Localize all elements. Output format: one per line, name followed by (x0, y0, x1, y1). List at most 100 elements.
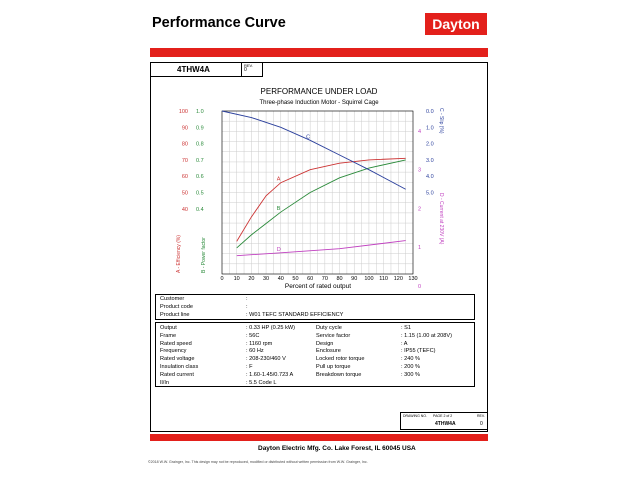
efficiency-tick-label: 40 (182, 207, 188, 213)
plot-area-frame (221, 110, 414, 275)
chart-subtitle: Three-phase Induction Motor - Squirrel C… (259, 100, 379, 106)
chart-title: PERFORMANCE UNDER LOAD (261, 87, 378, 96)
spec-value: : 5.5 Code L (246, 379, 277, 386)
rev-label: REV. (244, 63, 253, 68)
efficiency-tick-label: 70 (182, 158, 188, 164)
footer-bar (150, 434, 488, 441)
spec-value: : F (246, 364, 253, 370)
series-label-A: A (277, 177, 281, 183)
x-tick-label: 20 (248, 276, 254, 282)
x-tick-label: 90 (351, 276, 357, 282)
power-factor-tick-label: 0.6 (196, 174, 204, 180)
efficiency-tick-label: 100 (179, 109, 188, 115)
x-tick-label: 40 (278, 276, 284, 282)
model-number: 4THW4A (150, 62, 242, 77)
x-tick-label: 0 (220, 276, 223, 282)
x-axis-label: Percent of rated output (285, 283, 351, 290)
efficiency-tick-label: 80 (182, 142, 188, 148)
spec-label: Frequency (160, 348, 187, 355)
spec-value: : W01 TEFC STANDARD EFFICIENCY (246, 311, 344, 318)
efficiency-tick-label: 60 (182, 174, 188, 180)
document-frame (150, 62, 488, 432)
spec-value: : 56C (246, 332, 260, 339)
power-factor-tick-label: 0.5 (196, 191, 204, 197)
x-tick-label: 70 (322, 276, 328, 282)
copyright-notice: ©2018 W.W. Grainger, Inc. This design ma… (148, 460, 368, 464)
rev-value: 0 (244, 67, 247, 73)
spec-value: : S1 (401, 325, 411, 331)
spec-label: Product line (160, 311, 190, 318)
current-tick-label: 0 (418, 284, 421, 290)
power-factor-tick-label: 0.8 (196, 142, 204, 148)
spec-value: : A (401, 340, 408, 347)
spec-value: : (246, 296, 248, 302)
spec-label: Rated speed (160, 340, 192, 347)
series-label-B: B (277, 206, 281, 212)
slip-axis-label: C - Slip (%) (438, 108, 444, 134)
rev-box: REV. 0 (241, 62, 263, 77)
spec-value: : 0.33 HP (0.25 kW) (246, 325, 296, 331)
spec-label: Service factor (316, 332, 351, 339)
drawing-no-label: DRAWING NO. (403, 414, 427, 418)
power-factor-axis-label: B - Power factor (201, 237, 207, 273)
slip-tick-label: 0.0 (426, 109, 434, 115)
x-tick-label: 10 (234, 276, 240, 282)
current-tick-label: 3 (418, 168, 421, 174)
brand-logo: Dayton (425, 13, 487, 35)
power-factor-tick-label: 0.9 (196, 125, 204, 131)
spec-value: : IP55 (TEFC) (401, 348, 436, 355)
current-axis-label: D - Current at 230V (A) (438, 193, 444, 245)
series-line-B (236, 159, 406, 249)
power-factor-tick-label: 0.7 (196, 158, 204, 164)
series-line-A (236, 157, 406, 242)
customer-info-box: Customer: Product code: Product line: W0… (155, 294, 475, 320)
spec-label: Rated voltage (160, 356, 195, 363)
spec-label: Duty cycle (316, 325, 342, 331)
spec-label: Rated current (160, 371, 194, 378)
current-tick-label: 4 (418, 129, 421, 135)
series-line-D (236, 240, 406, 257)
slip-tick-label: 1.0 (426, 125, 434, 131)
drawing-rev-label: REV. (477, 414, 485, 418)
spec-value: : 1.15 (1.00 at 208V) (401, 332, 452, 339)
header-bar (150, 48, 488, 57)
spec-value: : (246, 303, 248, 310)
efficiency-tick-label: 50 (182, 191, 188, 197)
series-line-C (221, 110, 406, 190)
company-address: Dayton Electric Mfg. Co. Lake Forest, IL… (258, 445, 416, 452)
drawing-page: PAGE 2 of 2 (433, 414, 453, 418)
current-tick-label: 1 (418, 245, 421, 251)
drawing-block: DRAWING NO. PAGE 2 of 2 4THW4A REV. 0 (400, 412, 488, 430)
slip-tick-label: 3.0 (426, 158, 434, 164)
performance-chart: PERFORMANCE UNDER LOAD Three-phase Induc… (176, 87, 444, 290)
slip-tick-label: 4.0 (426, 174, 434, 180)
spec-value: : 300 % (401, 371, 420, 378)
x-tick-label: 130 (408, 276, 417, 282)
x-tick-label: 100 (364, 276, 373, 282)
slip-tick-label: 5.0 (426, 191, 434, 197)
drawing-number: 4THW4A (435, 421, 456, 427)
x-tick-label: 50 (292, 276, 298, 282)
current-tick-label: 2 (418, 206, 421, 212)
spec-label: Pull up torque (316, 364, 351, 370)
spec-label: Locked rotor torque (316, 356, 365, 363)
series-label-C: C (306, 134, 310, 140)
spec-value: : 1.60-1.45/0.723 A (246, 371, 294, 378)
efficiency-tick-label: 90 (182, 125, 188, 131)
slip-tick-label: 2.0 (426, 142, 434, 148)
power-factor-tick-label: 0.4 (196, 207, 204, 213)
x-tick-label: 60 (307, 276, 313, 282)
x-tick-label: 30 (263, 276, 269, 282)
spec-label: Il/In (160, 379, 170, 386)
drawing-rev-value: 0 (480, 421, 483, 427)
spec-label: Design (316, 340, 334, 347)
power-factor-tick-label: 1.0 (196, 109, 204, 115)
spec-label: Breakdown torque (316, 371, 362, 378)
spec-label: Product code (160, 303, 193, 310)
spec-value: : 240 % (401, 356, 420, 363)
spec-value: : 200 % (401, 364, 420, 370)
chart-series: A B C D (221, 110, 406, 257)
spec-label: Enclosure (316, 348, 341, 355)
spec-value: : 208-230/460 V (246, 356, 286, 363)
spec-value: : 1160 rpm (246, 340, 273, 347)
